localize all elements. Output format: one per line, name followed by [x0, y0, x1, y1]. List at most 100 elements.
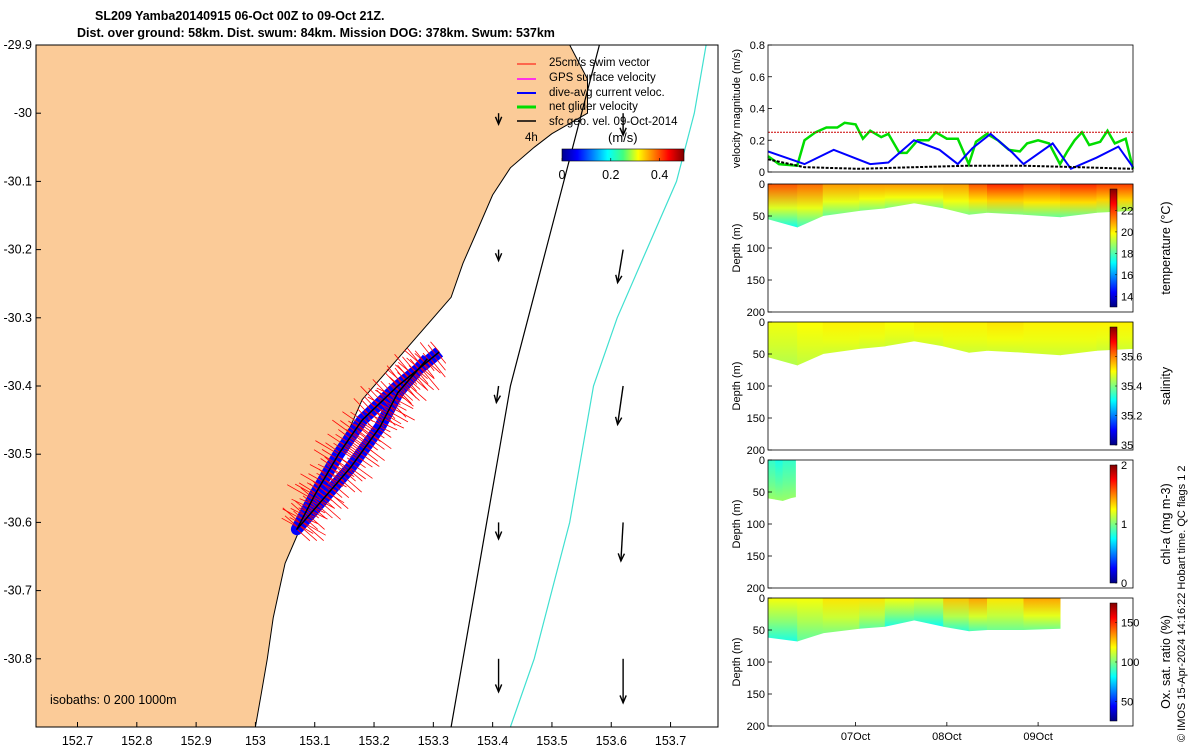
map-x-tick-label-4: 153.1	[299, 734, 330, 748]
salinity-section-segment-1	[797, 322, 824, 366]
panel-salinity-y-tick-4: 200	[747, 445, 765, 457]
map-legend: 25cm/s swim vector GPS surface velocity …	[517, 57, 685, 182]
panel-chlorophyll-y-label: Depth (m)	[731, 500, 743, 549]
surface-geostrophic-vectors	[493, 113, 627, 705]
geo-velocity-arrow-2	[493, 385, 502, 405]
panel-oxygen-y-tick-1: 50	[753, 625, 765, 637]
date-tick-0: 07Oct	[841, 731, 870, 743]
map-x-tick-label-10: 153.7	[655, 734, 686, 748]
oxygen-colorbar-tick-0: 50	[1121, 696, 1133, 708]
chlorophyll-colorbar-tick-1: 1	[1121, 519, 1127, 531]
panel-chlorophyll-y-tick-1: 50	[753, 487, 765, 499]
oxygen-section-segment-2	[822, 598, 860, 634]
temperature-colorbar-tick-2: 18	[1121, 248, 1133, 260]
panel-velocity-y-label: velocity magnitude (m/s)	[731, 49, 743, 168]
geo-velocity-arrow-9	[619, 658, 627, 705]
temperature-section-segment-8	[987, 184, 1024, 215]
glider-track-line	[296, 351, 440, 530]
map-x-tick-label-5: 153.2	[358, 734, 389, 748]
map-x-tick-label-2: 152.9	[180, 734, 211, 748]
map-x-ticks: 152.7 152.8 152.9 153 153.1 153.2 153.3 153.4 15…	[62, 722, 686, 748]
temperature-section-segment-7	[968, 184, 988, 215]
panel-oxygen-y-tick-3: 150	[747, 689, 765, 701]
map-colorbar-tick-1: 0.2	[602, 168, 619, 182]
chlorophyll-section-segment-0	[768, 460, 776, 500]
map-y-tick-label-9: -30.8	[4, 652, 33, 666]
legend-label-net-velocity: net glider velocity	[549, 101, 638, 113]
colorbar-unit-label: (m/s)	[608, 130, 638, 145]
temperature-section-segment-3	[859, 184, 886, 211]
temperature-colorbar-tick-4: 22	[1121, 205, 1133, 217]
panel-velocity-y-tick-1: 0.2	[750, 135, 765, 147]
copyright-notice: © IMOS 15-Apr-2024 14:16:22 Hobart time.…	[1176, 465, 1188, 742]
chlorophyll-section-segment-3	[789, 460, 796, 499]
date-tick-1: 08Oct	[932, 731, 961, 743]
oxygen-panel: 0 50 100 150 200 Depth (m) 50 100 150 Ox. sat. ra…	[731, 593, 1173, 743]
geo-velocity-arrow-0	[494, 113, 503, 126]
map-x-tick-label-7: 153.4	[477, 734, 508, 748]
panel-oxygen-y-tick-0: 0	[759, 593, 765, 605]
temperature-section-segment-6	[943, 184, 970, 215]
map-colorbar-tick-2: 0.4	[651, 168, 668, 182]
velocity-series-1	[767, 132, 1134, 171]
salinity-section-segment-0	[768, 322, 798, 366]
panel-salinity-y-tick-2: 100	[747, 381, 765, 393]
chlorophyll-colorbar-tick-2: 2	[1121, 460, 1127, 472]
chlorophyll-colorbar-label: chl-a (mg m-3)	[1159, 483, 1173, 564]
legend-label-geo-velocity: sfc geo. vel. 09-Oct-2014	[549, 116, 678, 128]
map-y-tick-label-0: -29.9	[4, 38, 33, 52]
temperature-section-segment-1	[797, 184, 824, 228]
figure-title-line2: Dist. over ground: 58km. Dist. swum: 84k…	[77, 26, 555, 40]
panel-salinity-y-label: Depth (m)	[731, 362, 743, 411]
salinity-colorbar-tick-3: 35.6	[1121, 352, 1142, 364]
oxygen-section-segment-5	[914, 598, 944, 627]
panel-oxygen-y-tick-4: 200	[747, 721, 765, 733]
salinity-section-segment-7	[968, 322, 988, 353]
chlorophyll-colorbar-tick-0: 0	[1121, 578, 1127, 590]
salinity-section-segment-5	[914, 322, 944, 347]
panel-temperature-y-tick-4: 200	[747, 307, 765, 319]
map-colorbar-ticks: 0 0.2 0.4	[559, 158, 668, 182]
salinity-colorbar-tick-2: 35.4	[1121, 381, 1142, 393]
panel-salinity-y-tick-0: 0	[759, 317, 765, 329]
salinity-section-segment-10	[1060, 322, 1097, 356]
chlorophyll-panel: 0 50 100 150 200 Depth (m) 0 1 2 chl-a (mg m-3)	[731, 455, 1173, 595]
map-y-tick-label-8: -30.7	[4, 584, 33, 598]
temperature-section-segment-10	[1060, 184, 1097, 218]
salinity-colorbar-tick-1: 35.2	[1121, 411, 1142, 423]
oxygen-section-segment-7	[968, 598, 988, 632]
panel-velocity-y-tick-2: 0.4	[750, 104, 765, 116]
temperature-colorbar-label: temperature (°C)	[1159, 201, 1173, 294]
panel-chlorophyll-y-tick-4: 200	[747, 583, 765, 595]
salinity-section-segment-9	[1023, 322, 1061, 356]
temperature-section-segment-2	[822, 184, 860, 216]
geo-velocity-arrow-1	[494, 249, 503, 263]
oxygen-section-segment-4	[884, 598, 915, 627]
temperature-colorbar-tick-3: 20	[1121, 227, 1133, 239]
panel-velocity-y-tick-4: 0.8	[750, 40, 765, 52]
map-y-tick-label-2: -30.1	[4, 174, 33, 188]
track-map: 152.7 152.8 152.9 153 153.1 153.2 153.3 153.4 15…	[4, 38, 719, 748]
salinity-section-segment-2	[822, 322, 860, 354]
panel-velocity-y-tick-3: 0.6	[750, 72, 765, 84]
salinity-colorbar-label: salinity	[1159, 366, 1173, 405]
panel-salinity-y-tick-1: 50	[753, 349, 765, 361]
oxygen-section-segment-3	[859, 598, 886, 629]
oxygen-colorbar-label: Ox. sat. ratio (%)	[1159, 615, 1173, 709]
swim-vectors	[281, 341, 447, 542]
map-x-tick-label-8: 153.5	[536, 734, 567, 748]
velocity-panel: 0 0.2 0.4 0.6 0.8 velocity magnitude (m/s)	[731, 40, 1135, 179]
panel-oxygen-y-label: Depth (m)	[731, 638, 743, 687]
temperature-panel: 0 50 100 150 200 Depth (m) 14 16 18 20 22 temperatu…	[731, 179, 1173, 319]
geo-velocity-arrow-5	[619, 113, 627, 137]
map-x-tick-label-1: 152.8	[121, 734, 152, 748]
map-y-tick-label-1: -30	[14, 106, 32, 120]
temperature-section-segment-4	[884, 184, 915, 209]
map-colorbar-tick-0: 0	[559, 168, 566, 182]
oxygen-section-segment-9	[1023, 598, 1061, 630]
map-y-tick-label-7: -30.6	[4, 515, 33, 529]
salinity-section-segment-3	[859, 322, 886, 349]
temperature-colorbar-tick-0: 14	[1121, 291, 1133, 303]
map-y-ticks: -29.9 -30 -30.1 -30.2 -30.3 -30.4 -30.5 -30.6 -3…	[4, 38, 41, 666]
